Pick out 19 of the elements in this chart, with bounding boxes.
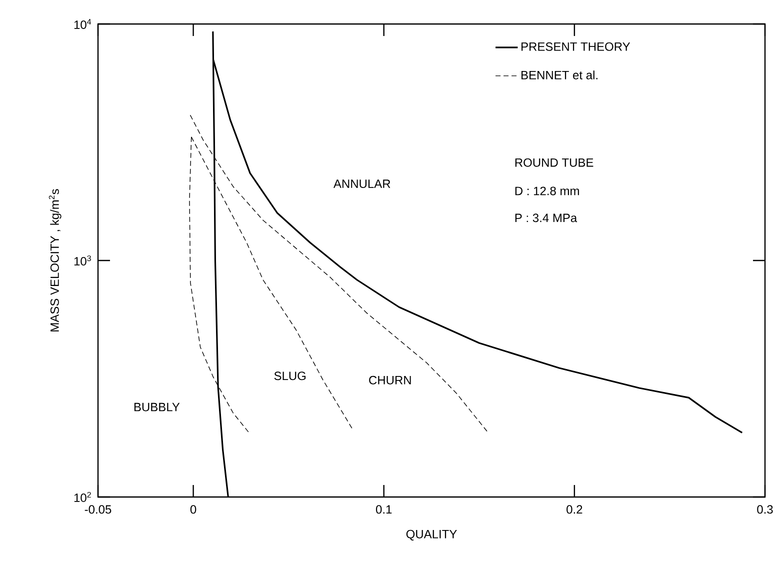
annotation: BUBBLY — [134, 402, 180, 412]
annotation: D : 12.8 mm — [515, 186, 579, 196]
annotation: ANNULAR — [333, 180, 390, 188]
x-tick-label: 0.3 — [757, 505, 773, 514]
y-tick-label: 10$^{4}$ — [74, 18, 92, 29]
x-tick-label: -0.05 — [84, 505, 112, 514]
annotation: CHURN — [369, 376, 411, 384]
y-axis-title: MASS VELOCITY , kg/m$^{2}$s — [48, 189, 62, 332]
legend-label: BENNET et al. — [522, 70, 598, 80]
annotation: SLUG — [274, 372, 306, 380]
x-tick-label: 0.2 — [566, 505, 582, 514]
x-tick-label: 0.1 — [376, 505, 392, 514]
y-tick-label: 10$^{3}$ — [74, 255, 91, 266]
y-tick-label: 10$^{2}$ — [74, 492, 91, 502]
legend-label: PRESENT THEORY — [522, 42, 630, 51]
x-tick-label: 0 — [190, 505, 196, 514]
annotation: ROUND TUBE — [515, 158, 594, 167]
x-axis-title: QUALITY — [406, 530, 457, 541]
annotation: P : 3.4 MPa — [515, 214, 578, 222]
